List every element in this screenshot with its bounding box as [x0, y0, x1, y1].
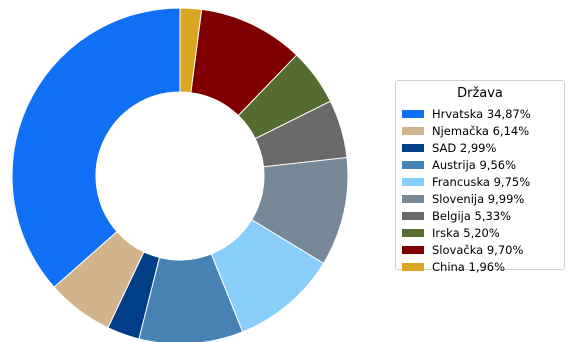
- legend-label-7: Irska 5,20%: [432, 225, 500, 240]
- legend-item-5: Slovenija 9,99%: [402, 190, 558, 207]
- legend-item-8: Slovačka 9,70%: [402, 241, 558, 258]
- legend-label-5: Slovenija 9,99%: [432, 191, 525, 206]
- legend-swatch-8: [402, 245, 424, 254]
- legend-item-9: China 1,96%: [402, 258, 558, 275]
- legend-label-8: Slovačka 9,70%: [432, 242, 524, 257]
- legend-items: Hrvatska 34,87% Njemačka 6,14% SAD 2,99% Au…: [402, 105, 558, 275]
- legend-swatch-7: [402, 228, 424, 237]
- donut-slice-9: [179, 7, 203, 94]
- legend-swatch-5: [402, 194, 424, 203]
- legend-item-3: Austrija 9,56%: [402, 156, 558, 173]
- legend-swatch-4: [402, 177, 424, 186]
- legend-swatch-9: [402, 262, 424, 271]
- legend-label-3: Austrija 9,56%: [432, 157, 517, 172]
- donut-chart: [11, 7, 349, 342]
- legend-item-0: Hrvatska 34,87%: [402, 105, 558, 122]
- legend-label-6: Belgija 5,33%: [432, 208, 512, 223]
- legend-swatch-3: [402, 160, 424, 169]
- legend-item-6: Belgija 5,33%: [402, 207, 558, 224]
- legend-label-4: Francuska 9,75%: [432, 174, 531, 189]
- legend-label-1: Njemačka 6,14%: [432, 123, 530, 138]
- donut-slice-0: [11, 7, 181, 288]
- legend-swatch-2: [402, 143, 424, 152]
- legend-swatch-6: [402, 211, 424, 220]
- legend-swatch-0: [402, 109, 424, 118]
- legend: Država Hrvatska 34,87% Njemačka 6,14% SAD …: [395, 80, 565, 274]
- legend-label-9: China 1,96%: [432, 259, 506, 274]
- legend-swatch-1: [402, 126, 424, 135]
- legend-title: Država: [457, 86, 503, 101]
- legend-item-2: SAD 2,99%: [402, 139, 558, 156]
- legend-item-1: Njemačka 6,14%: [402, 122, 558, 139]
- legend-label-0: Hrvatska 34,87%: [432, 106, 531, 121]
- legend-item-4: Francuska 9,75%: [402, 173, 558, 190]
- legend-item-7: Irska 5,20%: [402, 224, 558, 241]
- legend-label-2: SAD 2,99%: [432, 140, 497, 155]
